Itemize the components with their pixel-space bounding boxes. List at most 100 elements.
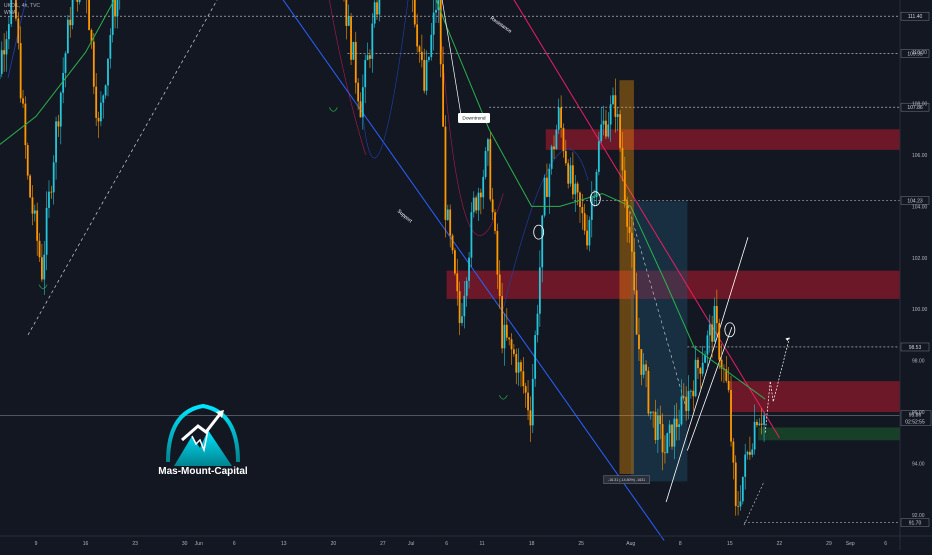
candle-body	[593, 197, 595, 198]
candle-body	[553, 146, 555, 149]
candle-body	[728, 381, 730, 390]
candle-body	[681, 397, 683, 425]
candle-body	[737, 506, 739, 507]
candle-body	[758, 424, 760, 426]
x-tick-label: 30	[182, 541, 188, 547]
candle-body	[102, 95, 104, 102]
logo-text: Mas-Mount-Capital	[148, 466, 258, 477]
candle-body	[707, 335, 709, 354]
x-tick-label: 6	[445, 541, 448, 547]
symbol-name: UKOIL, 4h, TVC	[4, 3, 40, 10]
candle-body	[655, 412, 657, 440]
candle-body	[683, 397, 685, 398]
candle-body	[362, 87, 364, 117]
y-tick-label: 92.00	[912, 513, 925, 519]
candle-body	[605, 121, 607, 137]
x-tick-label: 13	[281, 541, 287, 547]
candle-body	[452, 235, 454, 250]
candle-body	[98, 118, 100, 121]
candle-body	[697, 360, 699, 368]
candle-body	[65, 53, 67, 73]
candle-body	[447, 210, 449, 220]
candle-body	[756, 422, 758, 425]
candle-body	[414, 0, 416, 24]
candle-body	[548, 169, 550, 197]
y-tick-label: 94.00	[912, 461, 925, 467]
resistance-zone	[730, 381, 900, 412]
candle-body	[117, 0, 119, 16]
candle-body	[355, 42, 357, 83]
candle-body	[109, 35, 111, 59]
candle-body	[740, 501, 742, 506]
candle-body	[539, 267, 541, 313]
candle-body	[46, 208, 48, 255]
candle-body	[482, 177, 484, 197]
x-tick-label: 23	[132, 541, 138, 547]
candle-body	[666, 433, 668, 453]
candle-body	[367, 55, 369, 60]
candle-body	[522, 371, 524, 386]
candle-body	[643, 364, 645, 374]
level-label: 111.40	[908, 14, 923, 20]
candle-body	[430, 35, 432, 57]
x-tick-label: 18	[529, 541, 535, 547]
candle-body	[378, 0, 380, 15]
candle-body	[468, 258, 470, 281]
low-label: 91.70	[909, 521, 922, 527]
candle-body	[58, 121, 60, 126]
candle-body	[657, 415, 659, 440]
candle-body	[72, 0, 74, 25]
candle-body	[423, 60, 425, 91]
candle-body	[525, 386, 527, 393]
x-tick-label: 6	[884, 541, 887, 547]
candle-body	[659, 415, 661, 424]
candle-body	[353, 42, 355, 60]
candle-body	[41, 257, 43, 279]
measure-box	[620, 80, 634, 473]
candle-body	[114, 0, 116, 16]
candle-body	[586, 231, 588, 246]
candle-body	[463, 296, 465, 317]
candle-body	[428, 57, 430, 60]
candle-body	[596, 172, 598, 197]
candle-body	[371, 24, 373, 59]
candle-body	[747, 452, 749, 455]
candle-body	[532, 379, 534, 426]
x-tick-label: Sep	[846, 541, 855, 547]
candle-body	[76, 0, 78, 2]
x-tick-label: 11	[479, 541, 484, 547]
x-tick-label: 29	[826, 541, 832, 547]
candle-body	[369, 55, 371, 59]
candle-body	[718, 323, 720, 360]
candle-body	[364, 60, 366, 87]
candle-body	[426, 60, 428, 91]
candle-body	[360, 101, 362, 117]
y-tick-label: 98.00	[912, 359, 925, 365]
candle-body	[763, 415, 765, 425]
candle-body	[494, 212, 496, 231]
candle-body	[638, 335, 640, 350]
candle-body	[345, 0, 347, 26]
y-tick-label: 104.00	[912, 204, 928, 210]
candle-body	[466, 281, 468, 296]
candle-body	[551, 146, 553, 168]
x-tick-label: Aug	[626, 541, 635, 547]
candle-body	[584, 213, 586, 230]
candle-body	[612, 95, 614, 104]
candle-body	[348, 16, 350, 26]
candle-body	[475, 198, 477, 211]
symbol-info: UKOIL, 4h, TVC WMA	[4, 3, 40, 17]
candle-body	[376, 2, 378, 14]
candle-body	[55, 121, 57, 162]
candle-body	[574, 184, 576, 195]
candle-body	[560, 108, 562, 128]
candle-body	[496, 231, 498, 275]
candle-body	[39, 241, 41, 257]
candle-body	[473, 198, 475, 213]
candle-body	[600, 125, 602, 142]
candle-body	[499, 275, 501, 297]
x-tick-label: Jun	[195, 541, 203, 547]
candle-body	[640, 349, 642, 375]
